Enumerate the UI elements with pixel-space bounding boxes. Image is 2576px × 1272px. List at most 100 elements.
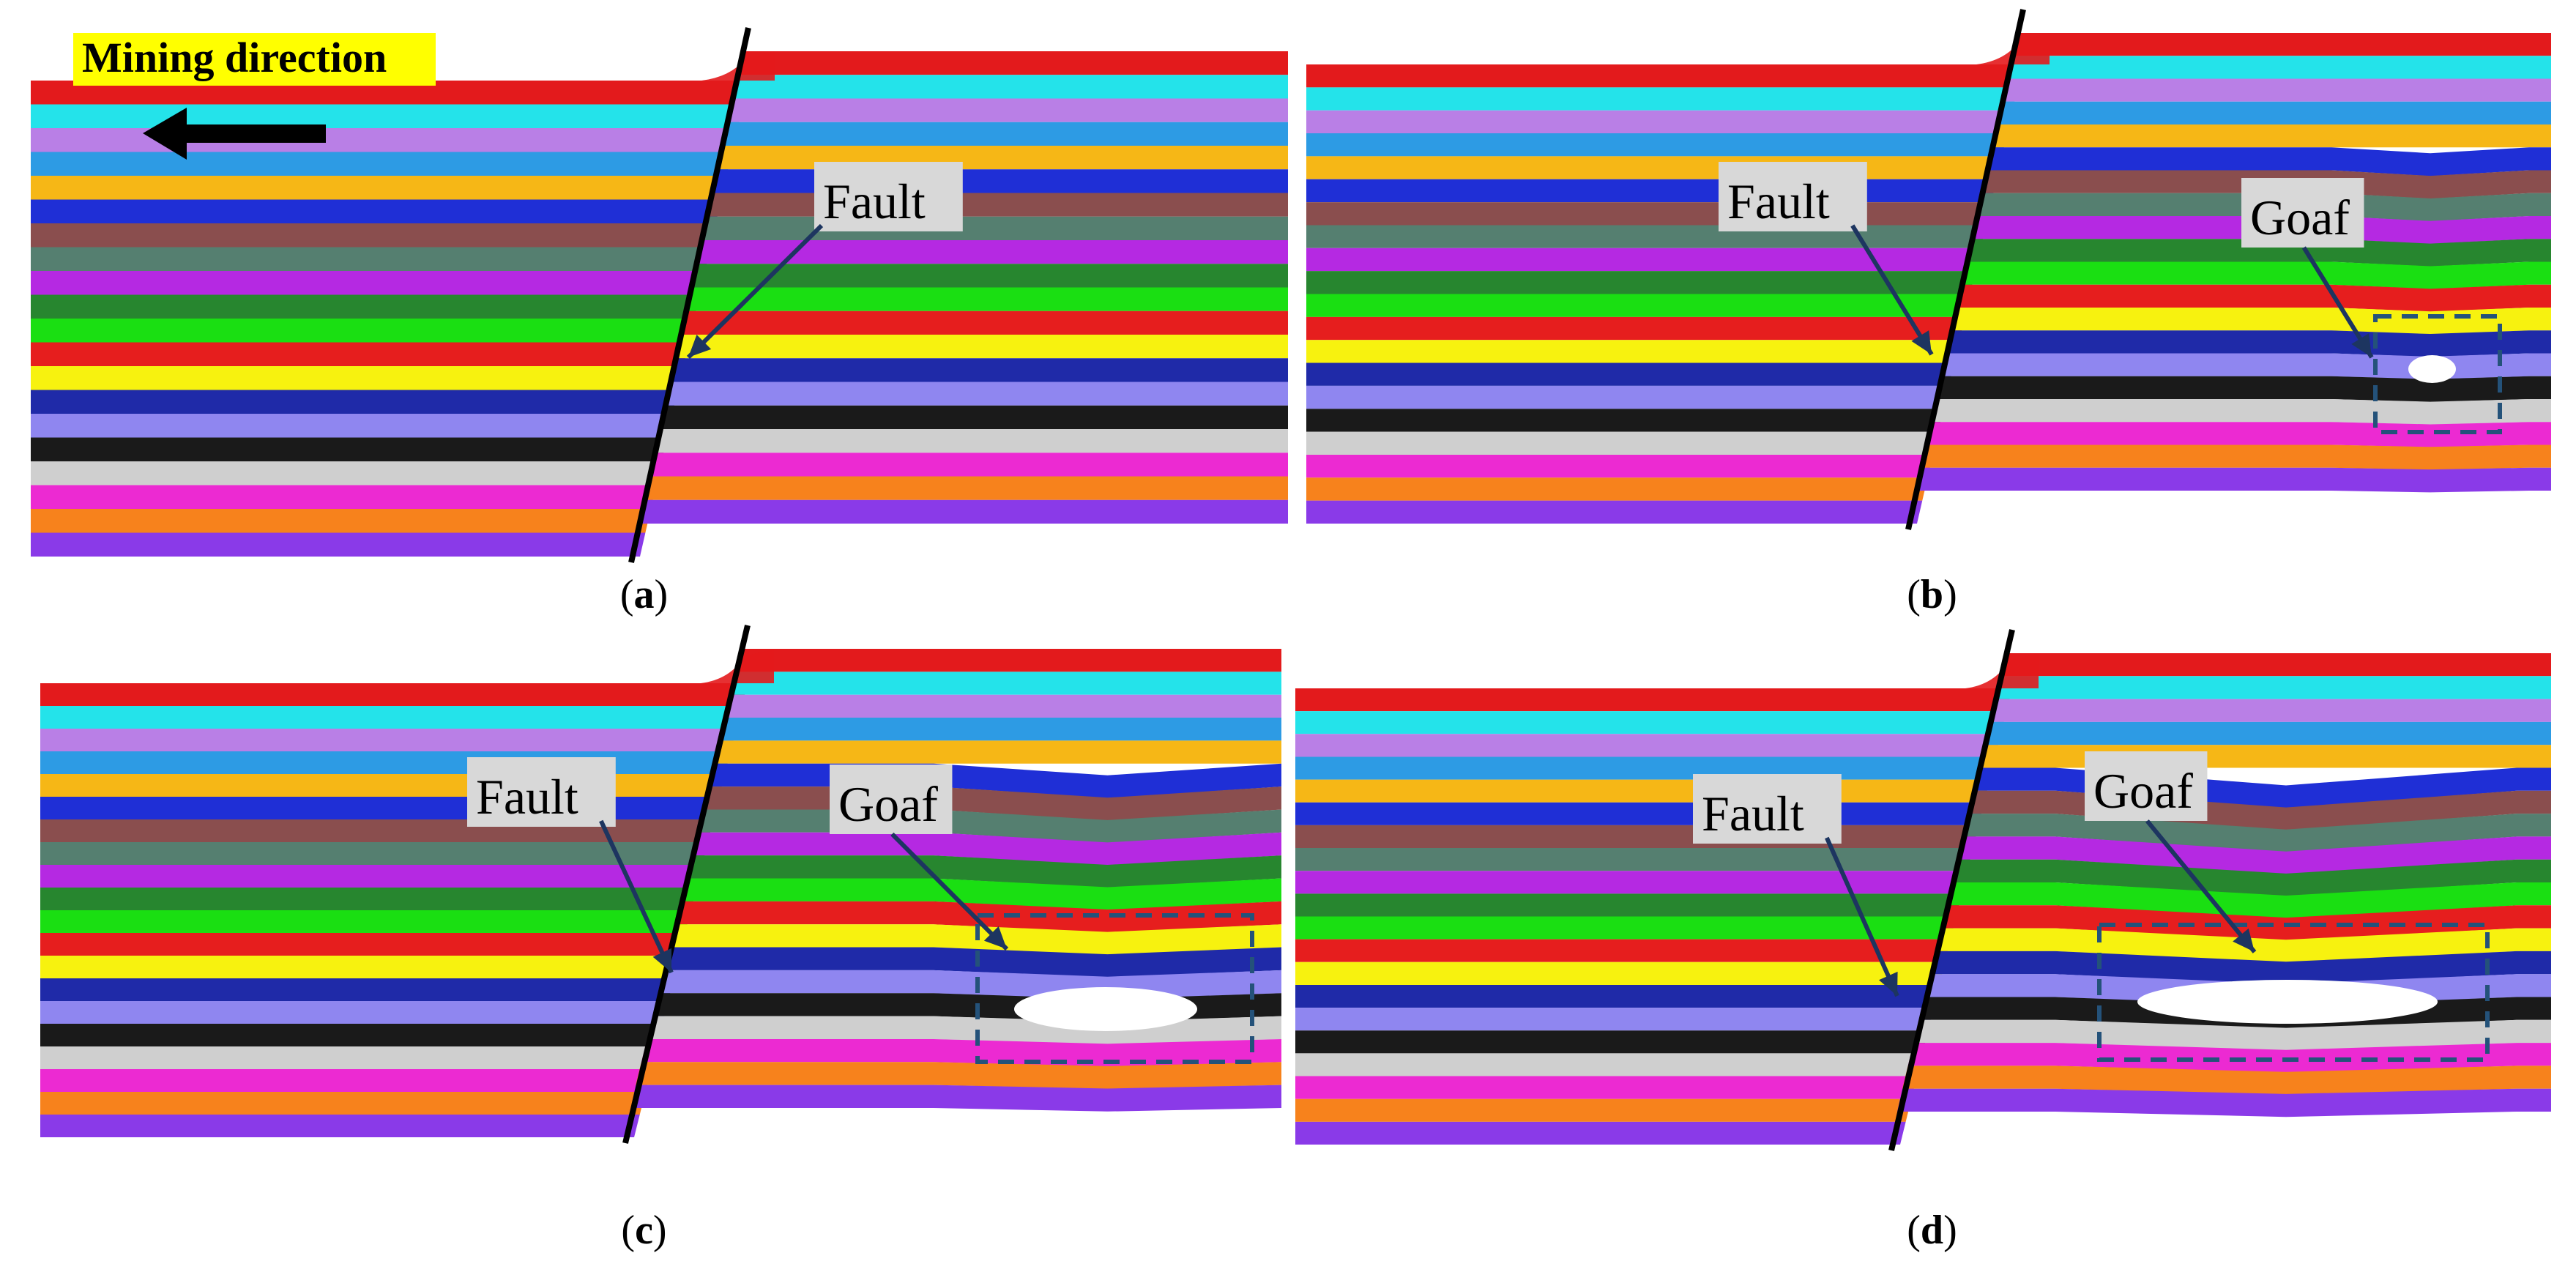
panel-b-right-stratum-14	[1946, 330, 2551, 357]
panel-c-right-stratum-20	[631, 1085, 1281, 1112]
panel-d-right-stratum-3	[1992, 699, 2551, 722]
caption-d: (d)	[1907, 1208, 1957, 1253]
panel-a-left-stratum-4	[31, 152, 732, 176]
panel-d-left-stratum-8	[1295, 848, 1973, 871]
panel-a-right-stratum-8	[702, 216, 1288, 240]
panel-c-left-stratum-6	[40, 797, 720, 819]
panel-c-right-stratum-18	[641, 1038, 1281, 1067]
panel-c-left-stratum-16	[40, 1024, 663, 1046]
panel-a-left-stratum-12	[31, 342, 689, 366]
panel-b-right-stratum-13	[1951, 308, 2551, 335]
caption-c: (c)	[621, 1208, 667, 1253]
panel-a-right-stratum-12	[680, 310, 1288, 335]
panel-d-fault-line	[1888, 629, 2015, 1151]
panel-a-right-stratum-17	[654, 429, 1288, 453]
panel-b-goaf-arrow	[2301, 246, 2374, 359]
panel-b-right-stratum-4	[1999, 101, 2551, 124]
panel-a-fault-label: Fault	[814, 162, 963, 231]
panel-c-right-stratum-11	[681, 878, 1281, 910]
panel-a-left-stratum-15	[31, 414, 673, 438]
panel-c-left-stratum-9	[40, 865, 702, 888]
panel-d-left-stratum-12	[1295, 939, 1951, 962]
panel-c-left-stratum-17	[40, 1046, 657, 1069]
panel-d-goaf-cavity	[2137, 980, 2438, 1024]
panel-a-left-strata	[31, 81, 748, 557]
panel-b-left-stratum-16	[1306, 409, 1944, 432]
caption-c-letter: c	[635, 1208, 653, 1253]
panel-b-diagram: Fault Goaf	[1306, 9, 2551, 530]
panel-d-left-stratum-17	[1295, 1053, 1923, 1076]
panel-b-fault-label: Fault	[1719, 162, 1867, 231]
panel-a-left-stratum-14	[31, 390, 678, 414]
panel-a-left-stratum-19	[31, 509, 651, 533]
panel-b-left-stratum-7	[1306, 202, 1992, 226]
panel-a-right-stratum-5	[718, 146, 1288, 170]
panel-d-left-stratum-11	[1295, 916, 1957, 940]
panel-c-diagram: Fault Goaf	[40, 625, 1281, 1144]
panel-c-right-stratum-3	[727, 694, 1281, 718]
panel-a-right-stratum-14	[670, 358, 1288, 382]
panel-d-left-stratum-14	[1295, 984, 1940, 1008]
panel-b-right-stratum-18	[1924, 422, 2551, 447]
panel-a-left-stratum-3	[31, 128, 738, 152]
panel-a-right-stratum-7	[707, 193, 1288, 217]
panel-c-right-stratum-10	[687, 855, 1281, 888]
panel-a-right-stratum-4	[723, 122, 1288, 146]
panel-c-right-stratum-5	[715, 740, 1281, 764]
panel-a-right-stratum-18	[648, 453, 1288, 477]
panel-c-left-stratum-8	[40, 842, 708, 865]
panel-d-diagram: Fault Goaf	[1295, 629, 2551, 1151]
panel-b-fault-line	[1905, 9, 2026, 530]
panel-d-left-stratum-6	[1295, 802, 1984, 825]
panel-d-right-stratum-5	[1981, 745, 2551, 768]
panel-b-right-stratum-19	[1919, 445, 2551, 470]
panel-a-left-stratum-8	[31, 247, 711, 271]
panel-d-left-stratum-16	[1295, 1030, 1929, 1054]
panel-a-right-stratum-9	[696, 240, 1288, 264]
panel-b-right-stratum-5	[1993, 124, 2551, 148]
panel-b-right-stratum-10	[1967, 239, 2551, 267]
panel-c-left-stratum-12	[40, 933, 685, 956]
panel-d-left-stratum-18	[1295, 1076, 1917, 1099]
panel-b-left-stratum-20	[1306, 500, 1923, 524]
panel-c-right-strata	[631, 649, 1281, 1112]
panel-d-fault-label: Fault	[1693, 774, 1842, 844]
panel-b-left-stratum-17	[1306, 431, 1938, 455]
panel-c: Fault Goaf (c)	[0, 625, 1288, 1271]
panel-c-left-stratum-2	[40, 706, 742, 729]
panel-a-right-stratum-19	[643, 476, 1288, 500]
panel-d-left-stratum-15	[1295, 1008, 1934, 1031]
panel-d-left-stratum-5	[1295, 779, 1990, 803]
panel-b-right-stratum-1	[2014, 33, 2551, 56]
panel-c-left-stratum-10	[40, 888, 697, 910]
panel-b-right-stratum-20	[1914, 467, 2551, 493]
panel-d-left-strata	[1295, 688, 2012, 1145]
panel-d-fault-label-text: Fault	[1702, 786, 1804, 841]
panel-d-goaf-label: Goaf	[2085, 751, 2208, 821]
panel-c-right-stratum-14	[664, 947, 1281, 978]
panel-a-left-stratum-11	[31, 319, 694, 343]
panel-d-right-stratum-11	[1947, 882, 2551, 919]
panel-d-right-stratum-18	[1907, 1043, 2551, 1073]
panel-d-right-stratum-14	[1930, 951, 2551, 985]
mining-direction-highlight	[73, 33, 436, 86]
panel-d: Fault Goaf (d)	[1288, 629, 2576, 1271]
panel-b-left-stratum-9	[1306, 248, 1981, 272]
panel-c-goaf-arrow	[890, 832, 1009, 951]
panel-d-right-stratum-8	[1964, 814, 2551, 852]
panel-b-fault-label-text: Fault	[1727, 174, 1830, 229]
panel-d-left-stratum-1	[1295, 688, 2012, 712]
panel-c-right-stratum-19	[636, 1062, 1281, 1090]
panel-b-right-stratum-17	[1930, 399, 2551, 425]
panel-b-left-stratum-4	[1306, 133, 2008, 157]
panel-a-left-stratum-10	[31, 294, 700, 319]
panel-d-right-stratum-17	[1913, 1019, 2551, 1051]
panel-b-right-stratum-11	[1962, 261, 2551, 289]
panel-a-fault-drag	[701, 51, 775, 81]
panel-a-left-stratum-5	[31, 176, 727, 200]
panel-b-left-stratum-15	[1306, 385, 1949, 409]
panel-a-diagram: Fault Mining direction	[31, 27, 1288, 563]
panel-a-right-stratum-10	[691, 264, 1288, 288]
panel-b-left-stratum-14	[1306, 362, 1954, 386]
panel-d-left-stratum-10	[1295, 893, 1962, 917]
